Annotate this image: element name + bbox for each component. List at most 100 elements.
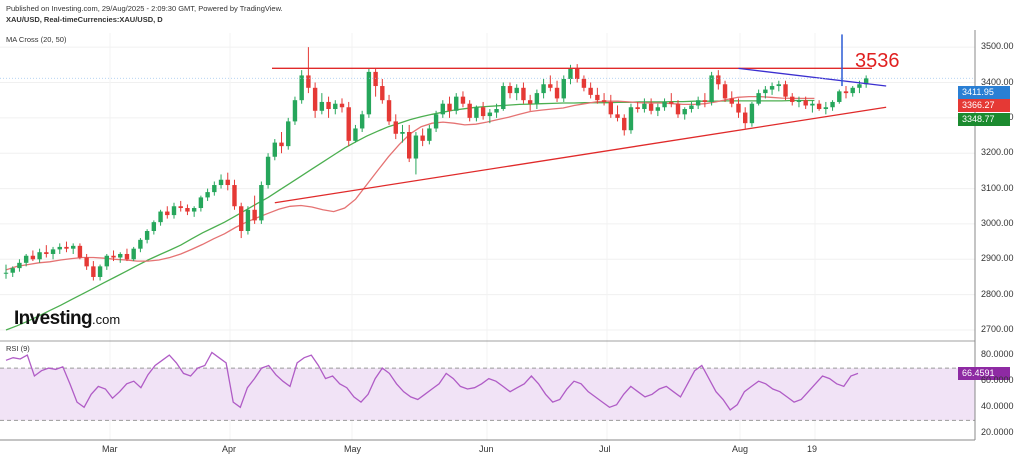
candle-body: [843, 91, 849, 94]
candle-body: [554, 87, 560, 99]
candle-body: [333, 103, 338, 110]
candle-body: [709, 75, 714, 102]
candle-body: [23, 255, 29, 263]
candle-body: [91, 266, 96, 277]
price-label-box: 3411.95: [958, 86, 1010, 99]
candle-body: [71, 245, 76, 249]
price-tick-label: 3500.00: [981, 41, 1014, 52]
candle-body: [648, 103, 654, 111]
candle-body: [306, 75, 311, 88]
candle-body: [769, 86, 775, 90]
candle-body: [608, 101, 613, 115]
candle-body: [407, 132, 412, 159]
candle-body: [37, 252, 42, 260]
candle-body: [272, 142, 277, 157]
candle-body: [366, 71, 372, 115]
candle-body: [232, 185, 237, 207]
trendline-group: [0, 34, 975, 204]
candle-body: [339, 103, 345, 108]
x-tick-label: Aug: [732, 444, 749, 454]
rsi-tick-label: 80.0000: [981, 349, 1014, 360]
candle-body: [534, 93, 540, 104]
price-tick-label: 3400.00: [981, 76, 1014, 87]
candle-body: [669, 101, 674, 104]
rsi-tick-label: 20.0000: [981, 427, 1014, 438]
candle-body: [118, 253, 123, 258]
candle-body: [743, 112, 748, 124]
candle-body: [326, 101, 331, 110]
candle-body: [521, 87, 526, 101]
rsi-series: [5, 351, 859, 411]
logo-name: Investing: [14, 308, 93, 329]
rsi-band-lines: [0, 367, 975, 421]
candle-body: [628, 107, 634, 131]
candle-body: [17, 262, 22, 269]
price-tick-label: 2900.00: [981, 253, 1014, 264]
candle-body: [185, 208, 190, 212]
candle-body: [595, 94, 600, 101]
candle-body: [420, 135, 425, 141]
candle-body: [400, 132, 405, 134]
candle-body: [561, 78, 566, 99]
candle-body: [10, 268, 15, 273]
candle-body: [433, 114, 439, 129]
candle-body: [44, 252, 49, 254]
candle-series: [3, 47, 869, 281]
candle-body: [507, 86, 513, 94]
candle-body: [803, 100, 808, 106]
candle-body: [286, 121, 291, 147]
candle-body: [487, 112, 493, 117]
candle-body: [205, 192, 210, 198]
price-tick-label: 3100.00: [981, 182, 1014, 193]
candle-body: [480, 107, 486, 117]
candle-body: [84, 257, 89, 267]
candle-body: [689, 105, 694, 110]
logo-suffix: .com: [92, 312, 121, 327]
candle-body: [353, 128, 358, 141]
candle-body: [810, 103, 815, 106]
candle-body: [454, 96, 459, 111]
candle-body: [447, 103, 452, 111]
candle-body: [736, 103, 741, 113]
candle-body: [635, 107, 640, 110]
trendline-descending: [738, 67, 887, 87]
candle-body: [144, 231, 150, 240]
candle-body: [527, 100, 533, 104]
candle-body: [642, 103, 647, 110]
candle-body: [104, 255, 109, 267]
candle-body: [3, 272, 9, 274]
candle-body: [823, 107, 829, 110]
candle-body: [702, 100, 708, 102]
candle-body: [171, 206, 177, 216]
candle-body: [830, 101, 835, 108]
candle-body: [675, 103, 681, 115]
candle-body: [259, 185, 264, 221]
candle-body: [729, 98, 734, 104]
candle-body: [131, 248, 136, 260]
candle-body: [494, 109, 499, 113]
price-label-box: 3366.27: [958, 99, 1010, 112]
indicator-label: MA Cross (20, 50): [6, 35, 67, 44]
candle-body: [682, 109, 687, 115]
candle-body: [319, 101, 325, 111]
candle-body: [77, 245, 83, 258]
candle-body: [440, 103, 445, 115]
candle-body: [501, 86, 506, 110]
x-tick-label: 19: [807, 444, 818, 454]
candle-body: [138, 239, 143, 249]
candle-body: [57, 246, 62, 250]
candle-body: [97, 266, 103, 277]
candle-body: [695, 100, 701, 106]
candle-body: [460, 96, 466, 104]
candle-body: [252, 209, 257, 221]
candle-body: [359, 114, 365, 129]
candle-body: [474, 107, 479, 118]
candle-body: [299, 75, 304, 101]
spike-annotation: 3536: [855, 50, 900, 72]
candle-body: [655, 107, 661, 111]
candle-body: [346, 107, 351, 141]
candle-body: [749, 103, 755, 124]
price-tick-label: 3200.00: [981, 147, 1014, 158]
candle-body: [467, 103, 472, 118]
published-note: Published on Investing.com, 29/Aug/2025 …: [6, 4, 283, 13]
